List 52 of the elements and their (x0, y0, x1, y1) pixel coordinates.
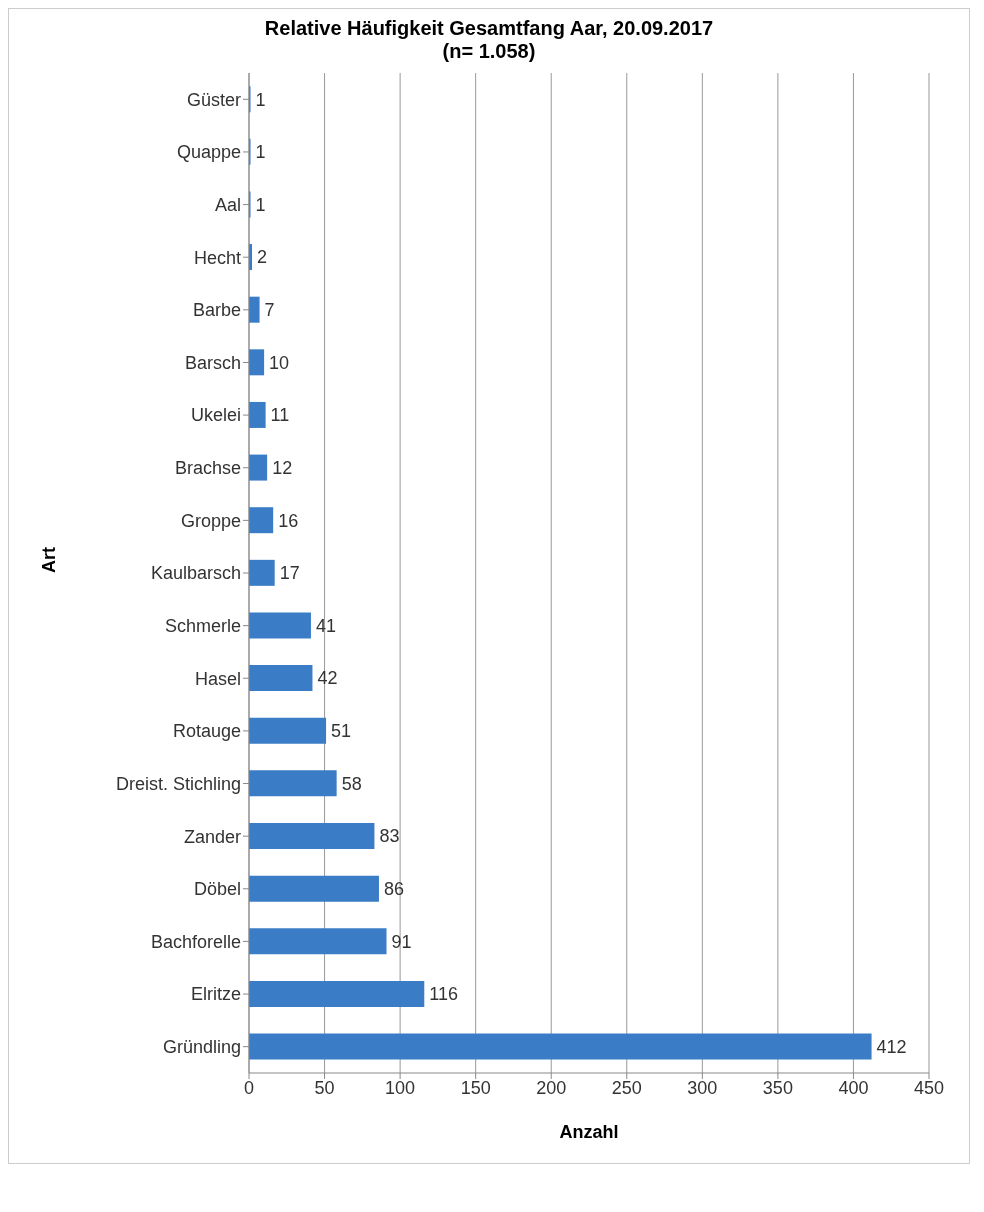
y-tick-label: Güster (186, 89, 241, 110)
data-label: 1 (255, 142, 266, 163)
data-label: 83 (379, 826, 400, 847)
y-tick-label: Hasel (194, 668, 241, 689)
x-tick-label: 350 (762, 1077, 793, 1098)
y-tick-label: Aal (214, 194, 241, 215)
data-label: 86 (383, 879, 404, 900)
data-label: 1 (255, 194, 266, 215)
y-tick-label: Barbe (192, 300, 241, 321)
x-axis-title: Anzahl (559, 1122, 619, 1142)
data-label: 1 (255, 89, 266, 110)
data-label: 116 (429, 984, 458, 1005)
y-tick-label: Bachforelle (150, 931, 241, 952)
x-tick-label: 150 (460, 1077, 491, 1098)
data-label: 51 (331, 721, 352, 742)
y-tick-label: Barsch (184, 352, 241, 373)
data-label: 42 (317, 668, 338, 689)
data-label: 2 (257, 247, 268, 268)
y-tick-label: Quappe (176, 142, 241, 163)
y-tick-label: Döbel (193, 879, 241, 900)
y-tick-label: Zander (183, 826, 241, 847)
data-label: 58 (341, 773, 362, 794)
x-tick-label: 200 (536, 1077, 567, 1098)
y-tick-label: Gründling (162, 1037, 241, 1058)
x-tick-label: 50 (314, 1077, 335, 1098)
data-label: 7 (264, 300, 275, 321)
y-tick-label: Kaulbarsch (150, 563, 241, 584)
x-tick-label: 300 (687, 1077, 718, 1098)
x-tick-label: 0 (243, 1077, 255, 1098)
data-label: 17 (279, 563, 300, 584)
y-tick-label: Elritze (190, 984, 241, 1005)
x-tick-label: 100 (385, 1077, 416, 1098)
y-tick-label: Dreist. Stichling (115, 773, 241, 794)
data-label: 10 (269, 352, 290, 373)
data-label: 16 (278, 510, 299, 531)
data-label: 41 (315, 615, 336, 636)
y-tick-label: Rotauge (172, 721, 241, 742)
data-label: 412 (876, 1036, 907, 1057)
y-tick-label: Ukelei (190, 405, 241, 426)
chart-subtitle: (n= 1.058) (441, 40, 537, 63)
data-label: 91 (391, 931, 412, 952)
y-axis-title: Art (39, 547, 60, 573)
x-tick-label: 400 (838, 1077, 869, 1098)
data-label: 12 (272, 457, 293, 478)
y-tick-label: Groppe (180, 510, 241, 531)
data-label: 11 (270, 405, 290, 426)
x-tick-label: 450 (913, 1077, 945, 1098)
x-tick-label: 250 (611, 1077, 642, 1098)
y-tick-label: Schmerle (164, 616, 241, 637)
y-tick-label: Brachse (174, 458, 241, 479)
chart-title: Relative Häufigkeit Gesamtfang Aar, 20.09.2017 (263, 17, 715, 40)
y-tick-label: Hecht (193, 247, 241, 268)
